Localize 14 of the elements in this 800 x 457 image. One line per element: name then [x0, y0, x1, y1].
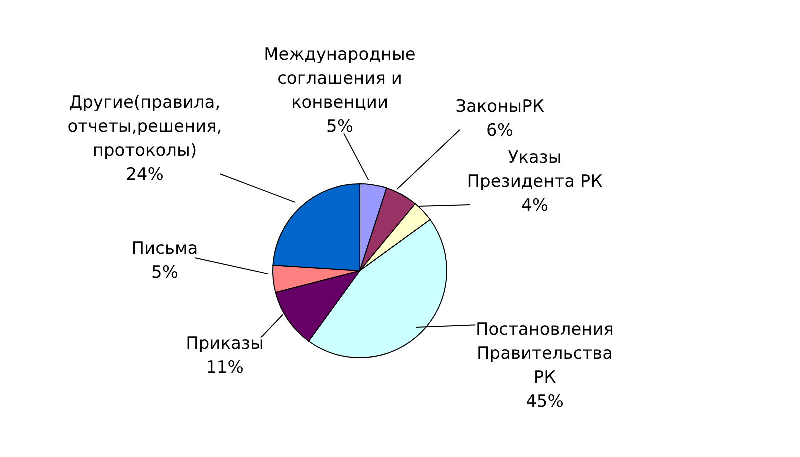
slice-label: Международные соглашения и конвенции — [264, 45, 416, 113]
slice-label: Письма — [132, 239, 198, 259]
data-label: 5% — [326, 117, 354, 137]
slice-label: Другие(правила, отчеты,решения, протоколы) — [68, 93, 222, 161]
slice-label: Указы Президента РК — [467, 148, 603, 192]
slice-label: Постановления Правительства РК — [476, 320, 614, 388]
data-label: 11% — [206, 358, 244, 378]
data-label: 45% — [526, 392, 564, 412]
data-label: 24% — [126, 165, 164, 185]
slice-label: Приказы — [186, 334, 264, 354]
data-label: 4% — [522, 196, 548, 216]
data-label: 5% — [152, 263, 178, 283]
data-label: 6% — [486, 121, 514, 141]
slice-label: ЗаконыРК — [456, 97, 544, 117]
